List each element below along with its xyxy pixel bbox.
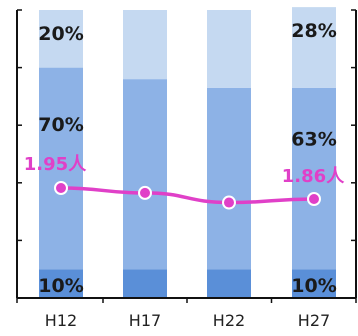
bar-H27-segment-0 bbox=[292, 269, 336, 298]
bar-H12-segment-2 bbox=[39, 10, 83, 68]
segment-label-H27-0: 10% bbox=[291, 275, 336, 297]
bar-H22-segment-2 bbox=[207, 10, 251, 88]
bar-H12-segment-0 bbox=[39, 269, 83, 298]
bar-H27-segment-2 bbox=[292, 7, 336, 88]
bar-H17-segment-1 bbox=[123, 79, 167, 270]
segment-label-H12-0: 10% bbox=[38, 275, 83, 297]
x-tick-labels: H12 H17 H22 H27 bbox=[45, 311, 330, 330]
bar-H17-segment-2 bbox=[123, 10, 167, 80]
line-layer: 1.95人 1.86人 bbox=[24, 154, 345, 210]
segment-label-H12-1: 70% bbox=[38, 114, 83, 136]
segment-label-H27-1: 63% bbox=[291, 129, 336, 151]
line-series bbox=[60, 186, 315, 205]
bar-H22-segment-0 bbox=[207, 269, 251, 298]
line-point-H17 bbox=[138, 185, 152, 200]
segment-labels-layer: 10% 70% 20% 10% 63% 28% bbox=[38, 20, 336, 297]
segment-label-H27-2: 28% bbox=[291, 20, 336, 42]
line-label-H12: 1.95人 bbox=[24, 154, 87, 175]
x-tick-label-H12: H12 bbox=[45, 311, 77, 330]
line-point-H12 bbox=[54, 181, 68, 195]
x-tick-label-H17: H17 bbox=[129, 311, 161, 330]
x-tick-label-H22: H22 bbox=[213, 311, 245, 330]
bars-layer bbox=[39, 7, 336, 298]
bar-H22-segment-1 bbox=[207, 87, 251, 270]
axes-layer bbox=[16, 9, 357, 303]
bar-H27-segment-1 bbox=[292, 87, 336, 270]
line-point-H22 bbox=[222, 195, 236, 210]
bar-H17-segment-0 bbox=[123, 269, 167, 298]
bar-H12-segment-1 bbox=[39, 67, 83, 270]
line-point-H27 bbox=[307, 192, 321, 206]
segment-label-H12-2: 20% bbox=[38, 23, 83, 45]
line-label-H27: 1.86人 bbox=[282, 166, 345, 187]
x-tick-label-H27: H27 bbox=[298, 311, 330, 330]
